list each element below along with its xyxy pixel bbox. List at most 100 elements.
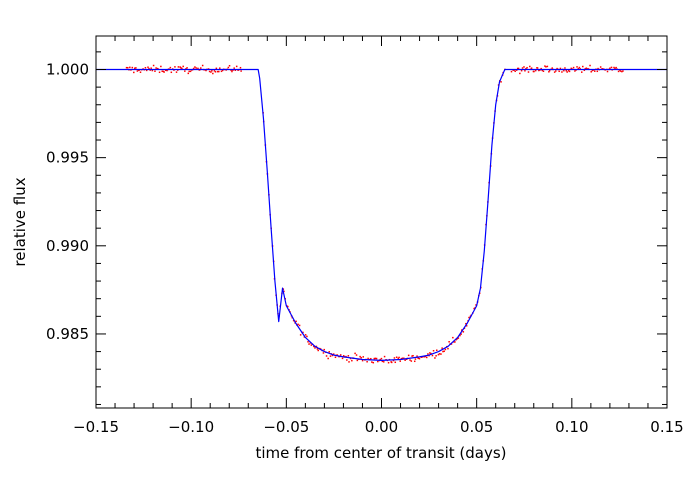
observation-point (227, 66, 230, 69)
observation-point (426, 356, 428, 359)
observation-point (423, 355, 426, 358)
observation-point (444, 348, 447, 351)
observation-point (377, 360, 379, 363)
observations-series (125, 64, 624, 364)
observation-point (622, 70, 624, 72)
observation-point (356, 359, 359, 362)
observation-point (156, 67, 159, 70)
observation-point (304, 334, 307, 336)
observation-point (188, 70, 190, 73)
observation-point (448, 341, 450, 343)
observation-point (577, 67, 580, 70)
observation-point (601, 68, 604, 70)
observation-point (582, 65, 584, 68)
observation-point (410, 360, 413, 362)
observation-point (373, 357, 376, 360)
observation-point (158, 71, 161, 74)
observation-point (546, 65, 549, 68)
observation-point (541, 69, 543, 72)
observation-point (609, 67, 611, 69)
observation-point (144, 67, 147, 69)
observation-point (403, 357, 405, 360)
x-tick-label: −0.05 (263, 418, 309, 436)
observation-point (170, 71, 173, 74)
observation-point (348, 361, 350, 363)
observation-point (129, 66, 131, 69)
observation-point (166, 69, 168, 72)
observation-point (519, 72, 521, 75)
observation-point (527, 71, 530, 73)
observation-point (411, 355, 413, 357)
observation-point (585, 67, 588, 69)
observation-point (314, 347, 316, 349)
observation-point (228, 64, 231, 67)
observation-point (139, 71, 142, 73)
observation-point (137, 69, 140, 72)
observation-point (375, 357, 378, 360)
observation-point (567, 69, 570, 72)
observation-point (219, 67, 221, 69)
observation-point (355, 354, 358, 356)
observation-point (155, 67, 157, 69)
observation-point (235, 65, 238, 68)
observation-point (332, 353, 335, 355)
observation-point (381, 360, 384, 363)
observation-point (160, 65, 162, 68)
observation-point (394, 361, 397, 364)
observation-point (181, 67, 183, 70)
observation-point (295, 320, 297, 323)
observation-point (185, 68, 187, 70)
y-tick-label: 1.000 (46, 60, 89, 78)
x-tick-label: −0.15 (73, 418, 119, 436)
observation-point (452, 336, 454, 339)
observation-point (336, 354, 339, 356)
tick-marks (95, 36, 668, 408)
observation-point (529, 65, 531, 68)
observation-point (473, 307, 475, 310)
observation-point (240, 70, 242, 72)
observation-point (523, 66, 525, 68)
observation-point (383, 355, 386, 358)
observation-point (413, 360, 416, 363)
observation-point (454, 341, 456, 343)
observation-point (615, 66, 617, 69)
x-axis-tick-labels: −0.15 −0.10 −0.05 0.00 0.05 0.10 0.15 (73, 418, 684, 436)
observation-point (404, 359, 406, 361)
observation-point (299, 334, 302, 336)
observation-point (619, 69, 621, 71)
observation-point (380, 357, 383, 360)
observation-point (400, 357, 403, 360)
observation-point (432, 349, 435, 352)
observation-point (437, 353, 440, 356)
observation-point (517, 67, 520, 70)
observation-point (514, 70, 516, 73)
observation-point (416, 355, 418, 357)
observation-point (510, 70, 513, 73)
observation-point (298, 324, 301, 327)
observation-point (328, 351, 330, 353)
observation-point (424, 355, 426, 358)
observation-point (538, 69, 540, 72)
observation-point (441, 347, 443, 349)
observation-point (287, 305, 289, 308)
observation-point (201, 64, 204, 67)
observation-point (220, 70, 223, 73)
observation-point (530, 67, 533, 69)
observation-point (453, 341, 455, 343)
observation-point (581, 71, 583, 73)
observation-point (614, 67, 616, 70)
observation-point (548, 71, 550, 73)
observation-point (461, 329, 463, 331)
observation-point (568, 70, 571, 73)
observation-point (184, 70, 186, 72)
observation-point (362, 356, 364, 358)
observation-point (443, 350, 445, 353)
observation-point (570, 67, 572, 70)
observation-point (561, 71, 563, 73)
observation-point (135, 67, 137, 69)
observation-point (230, 69, 232, 72)
observation-point (329, 355, 332, 357)
observation-point (572, 66, 575, 69)
observation-point (323, 348, 325, 351)
observation-point (591, 69, 594, 72)
